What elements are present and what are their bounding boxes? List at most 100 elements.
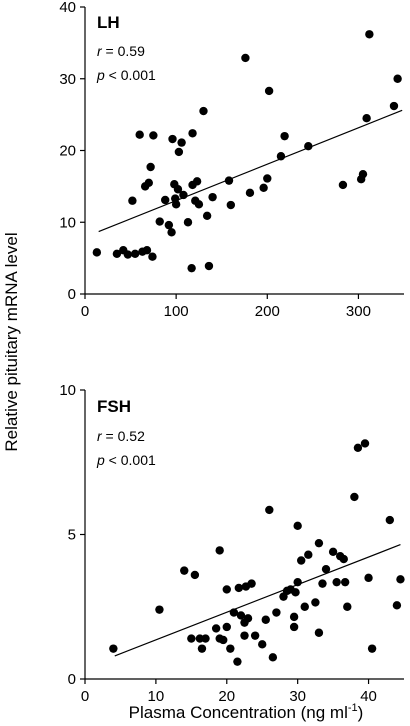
fsh-data-point [314,538,324,548]
lh-data-point [174,147,184,157]
lh-regression-line [98,109,403,233]
lh-x-tick-label: 0 [81,303,89,320]
lh-data-point [241,53,250,63]
fsh-panel: FSH r = 0.52 p < 0.001 0 5 10 0 10 20 30 40 [59,382,405,705]
lh-data-point [142,246,152,255]
lh-data-point [226,200,236,210]
fsh-data-point [328,547,338,557]
fsh-data-point [332,577,341,587]
fsh-data-point [155,605,164,614]
fsh-data-point [197,644,207,653]
fsh-y-tick-label: 5 [68,527,76,544]
fsh-data-point [109,644,118,653]
fsh-data-point [396,575,405,584]
fsh-data-point [350,492,359,502]
fsh-data-point [289,622,299,632]
lh-data-point [264,86,274,96]
lh-data-point [179,190,188,200]
fsh-data-point [219,635,228,645]
fsh-data-point [289,612,299,622]
lh-data-point [188,129,197,138]
lh-data-point [224,176,234,185]
fsh-data-point [300,602,309,611]
fsh-data-point [265,505,274,515]
x-axis-title: Plasma Concentration (ng ml-1) [129,702,364,722]
lh-data-point [389,101,399,111]
fsh-data-point [291,588,300,597]
fsh-y-tick-label: 0 [68,671,76,688]
fsh-data-point [293,577,302,587]
fsh-data-point [229,608,239,617]
fsh-data-point [180,566,189,575]
fsh-data-point [367,644,377,653]
fsh-data-point [201,634,210,643]
fsh-data-point [236,611,246,620]
lh-data-point [202,211,212,220]
lh-data-point [362,114,371,123]
lh-data-point [161,195,170,205]
fsh-data-point [211,624,221,633]
lh-data-point [338,180,348,190]
fsh-data-point [385,515,395,525]
lh-p-stat: p < 0.001 [96,67,156,83]
lh-data-point [199,106,208,116]
fsh-data-point [226,644,235,653]
fsh-data-point [234,583,244,593]
lh-y-tick-label: 0 [68,286,76,303]
fsh-p-stat: p < 0.001 [96,452,156,468]
lh-data-point [192,177,202,186]
fsh-data-point [261,615,270,624]
fsh-data-point [297,556,306,565]
lh-data-point [194,200,204,209]
lh-data-point [177,138,186,147]
lh-data-point [208,192,217,202]
lh-data-point [365,30,374,39]
fsh-data-point [339,554,348,564]
fsh-data-point [360,439,370,448]
lh-panel-label: LH [97,13,120,32]
lh-y-tick-label: 10 [59,214,76,231]
lh-data-point [204,261,214,271]
fsh-data-point [250,631,260,640]
fsh-data-point [314,628,324,637]
fsh-data-point [187,634,196,643]
lh-data-point [173,185,183,194]
fsh-panel-label: FSH [97,397,131,416]
lh-y-tick-label: 30 [59,71,76,88]
fsh-data-point [222,585,231,594]
lh-data-point [304,141,313,151]
fsh-data-point [190,570,200,580]
fsh-data-point [340,577,350,587]
lh-data-point [187,263,196,273]
fsh-x-tick-label: 30 [289,688,306,705]
lh-data-point [112,249,122,259]
fsh-data-point [353,443,363,452]
fsh-data-point [364,573,373,583]
lh-data-point [92,248,102,257]
fsh-data-point [268,653,278,662]
fsh-y-tick-label: 10 [59,382,76,399]
lh-data-point [146,162,155,172]
fsh-data-point [243,614,253,623]
lh-y-tick-label: 20 [59,143,76,160]
fsh-data-point [311,598,320,607]
fsh-data-point [240,631,249,640]
lh-data-point [164,220,174,230]
lh-data-point [259,183,268,193]
y-axis-title: Relative pituitary mRNA level [2,232,21,451]
lh-data-point [130,249,140,259]
lh-data-point [168,134,177,144]
fsh-x-tick-label: 20 [218,688,235,705]
lh-data-point [128,196,137,205]
fsh-data-point [293,521,302,531]
lh-data-point [123,250,133,259]
lh-data-point [171,200,181,209]
lh-x-tick-label: 200 [255,303,280,320]
fsh-data-point [272,608,281,617]
lh-data-point [280,131,289,141]
lh-data-point [183,218,193,227]
lh-data-point [245,188,255,198]
lh-data-point [149,131,158,140]
lh-x-tick-label: 100 [164,303,189,320]
